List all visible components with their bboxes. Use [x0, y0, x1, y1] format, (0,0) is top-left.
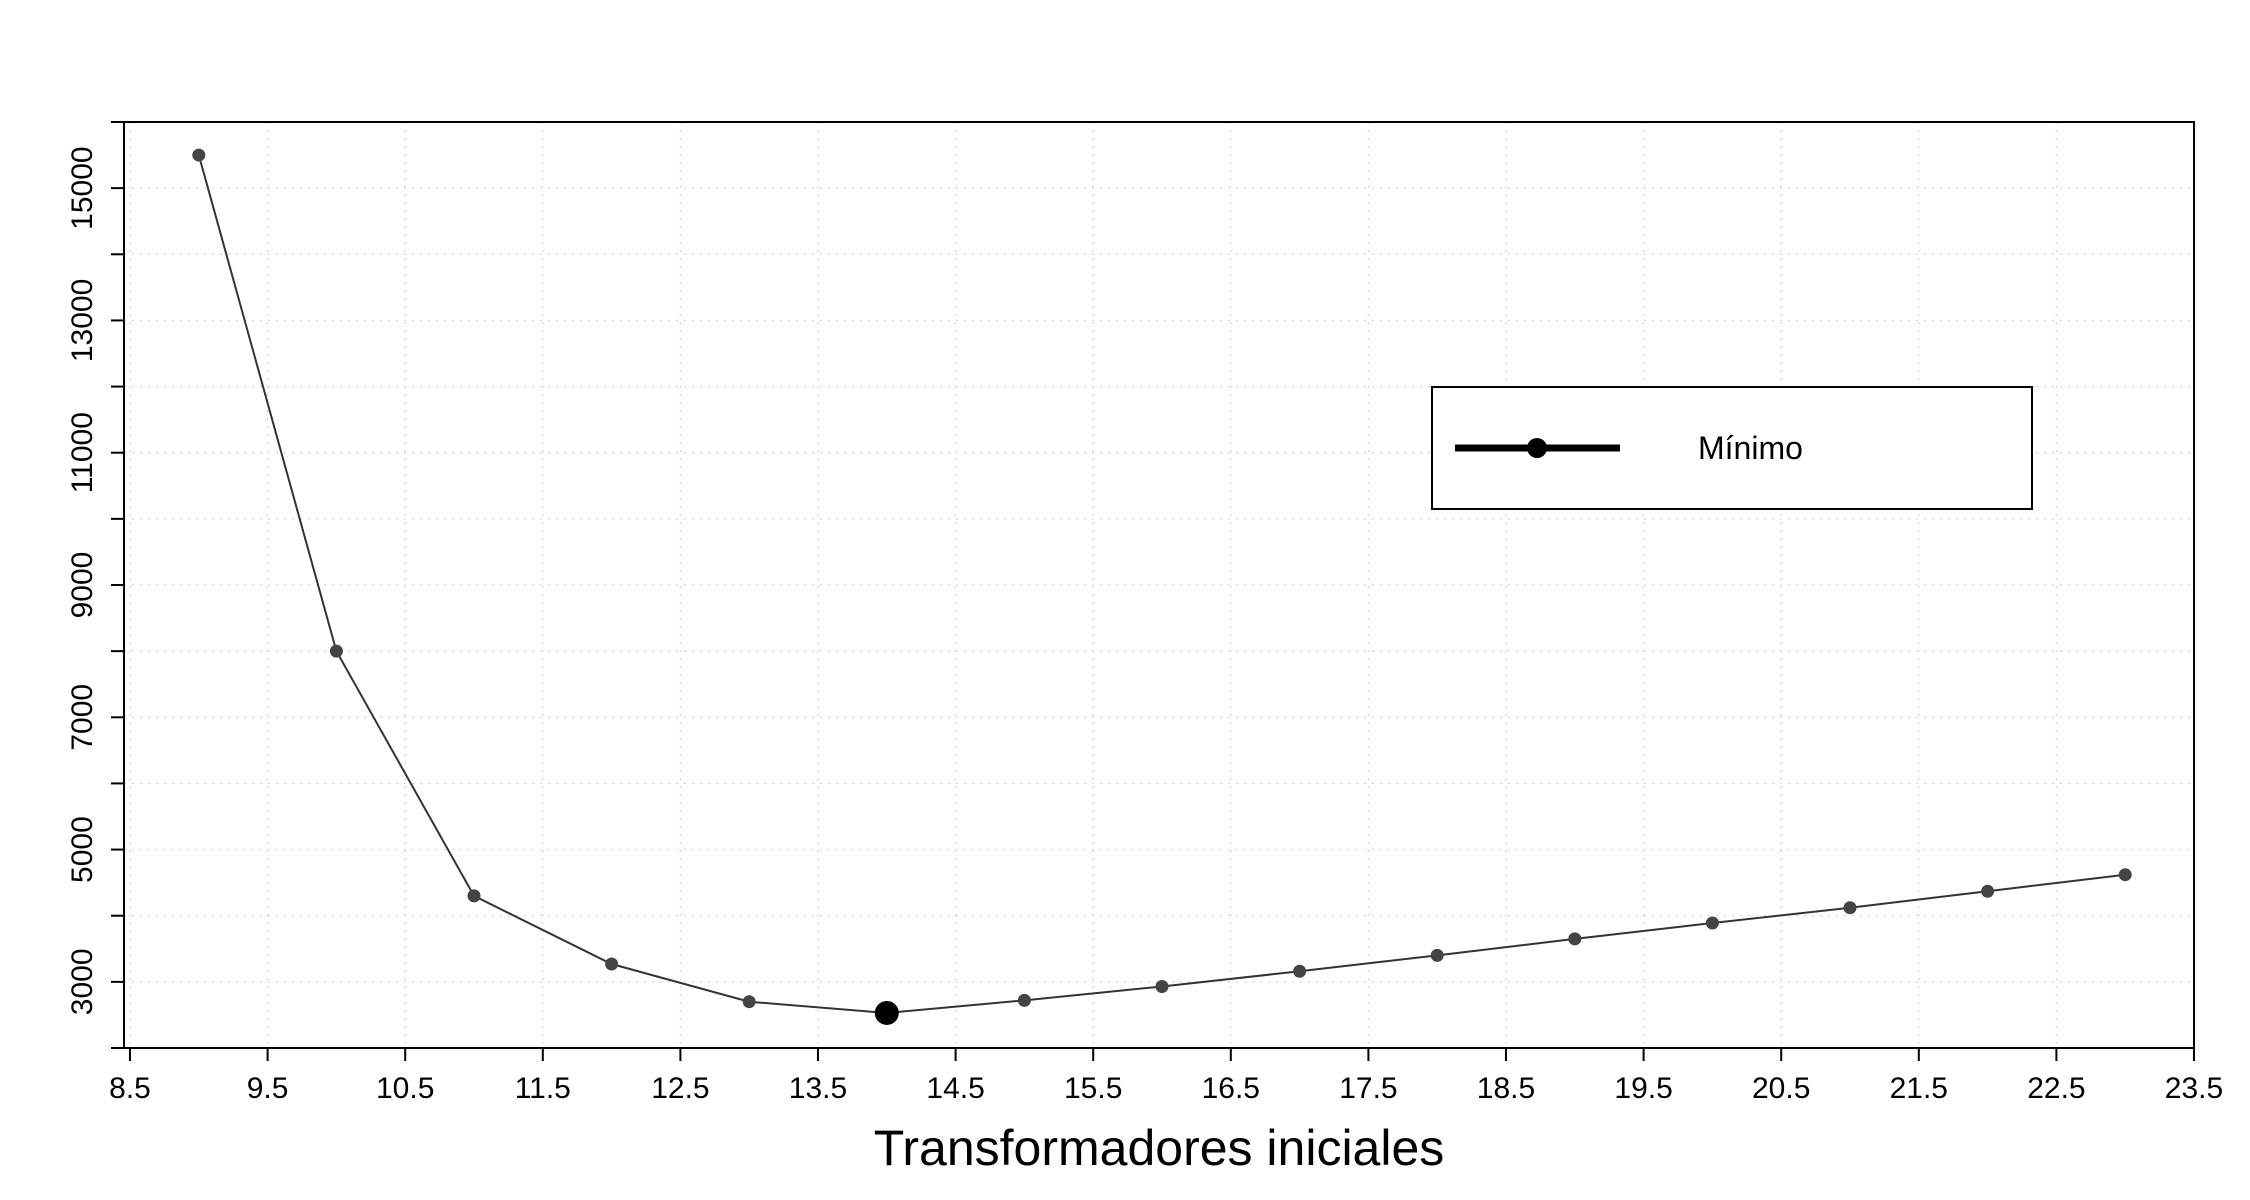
- data-point: [605, 957, 619, 971]
- x-tick-label: 9.5: [247, 1072, 289, 1105]
- x-tick-label: 17.5: [1339, 1072, 1397, 1105]
- legend-marker: [1527, 438, 1547, 458]
- y-tick-label: 9000: [66, 552, 99, 619]
- x-tick-label: 23.5: [2165, 1072, 2223, 1105]
- data-point: [1155, 979, 1169, 993]
- y-tick-label: 3000: [66, 948, 99, 1015]
- x-tick-label: 11.5: [515, 1072, 571, 1105]
- x-tick-label: 15.5: [1064, 1072, 1122, 1105]
- y-tick-label: 13000: [66, 279, 99, 362]
- data-point: [742, 995, 756, 1009]
- data-point: [1843, 901, 1857, 915]
- x-axis-title: Transformadores iniciales: [874, 1120, 1445, 1176]
- data-point: [1981, 884, 1995, 898]
- axes: 8.5 9.5 10.5 11.5 12.5 13.5 14.5 15.5 16.5 17.5 18…: [66, 121, 2223, 1105]
- x-tick-label: 19.5: [1614, 1072, 1672, 1105]
- y-tick-label: 7000: [66, 684, 99, 751]
- points-layer: [192, 148, 2132, 1025]
- data-point: [1293, 964, 1307, 978]
- x-tick-label: 20.5: [1752, 1072, 1810, 1105]
- data-point: [192, 148, 206, 162]
- data-point: [2118, 868, 2132, 882]
- x-tick-label: 22.5: [2027, 1072, 2085, 1105]
- x-tick-label: 8.5: [109, 1072, 151, 1105]
- data-point: [1568, 932, 1582, 946]
- x-tick-label: 12.5: [651, 1072, 709, 1105]
- data-point: [329, 644, 343, 658]
- legend: Mínimo: [1431, 386, 2033, 510]
- y-tick-label: 15000: [66, 146, 99, 229]
- x-tick-label: 13.5: [789, 1072, 847, 1105]
- x-tick-label: 21.5: [1890, 1072, 1948, 1105]
- y-tick-label: 11000: [66, 412, 99, 493]
- legend-label: Mínimo: [1698, 430, 1803, 466]
- minimum-marker: [874, 1000, 899, 1025]
- data-point: [1705, 916, 1719, 930]
- x-tick-label: 14.5: [926, 1072, 984, 1105]
- data-point: [1017, 993, 1031, 1007]
- x-tick-label: 18.5: [1477, 1072, 1535, 1105]
- x-tick-label: 10.5: [376, 1072, 434, 1105]
- x-tick-label: 16.5: [1202, 1072, 1260, 1105]
- grid: [124, 122, 2194, 1048]
- legend-box: [1431, 386, 2033, 510]
- plot-frame: [123, 121, 2195, 1049]
- data-point: [1430, 948, 1444, 962]
- y-tick-label: 5000: [66, 816, 99, 883]
- data-point: [467, 889, 481, 903]
